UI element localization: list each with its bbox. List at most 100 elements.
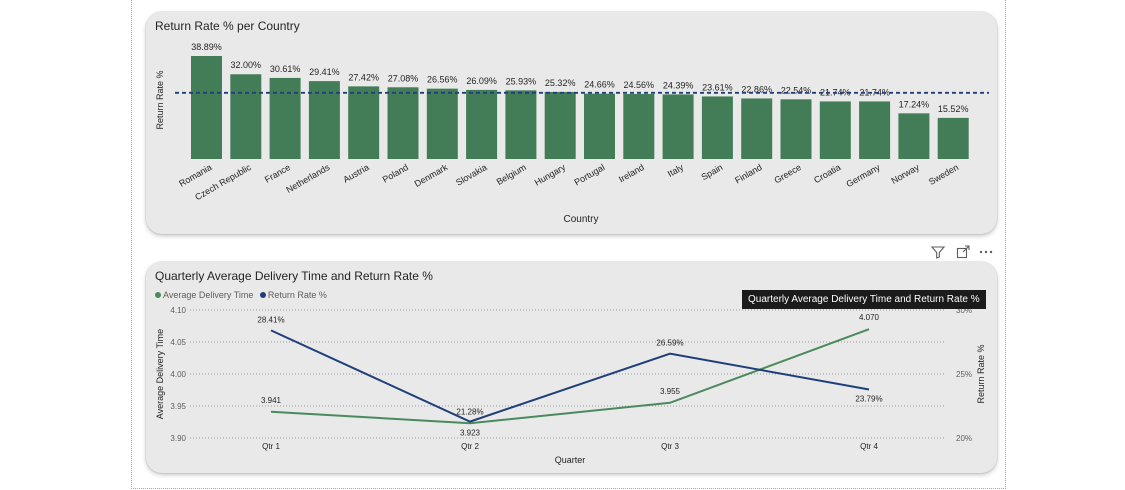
x-tick-label: Qtr 3 bbox=[661, 442, 679, 451]
x-tick-label: Croatia bbox=[812, 162, 842, 185]
series-line-delivery[interactable] bbox=[270, 328, 870, 425]
bar-data-label: 22.54% bbox=[781, 85, 812, 95]
delivery-data-label: 3.955 bbox=[660, 387, 681, 396]
line-chart-legend: Average Delivery Time Return Rate % bbox=[155, 290, 331, 300]
x-tick-label: Germany bbox=[845, 162, 882, 189]
bar-data-label: 38.89% bbox=[191, 42, 222, 52]
bar[interactable] bbox=[230, 74, 262, 159]
x-tick-label: Qtr 4 bbox=[860, 442, 878, 451]
return-data-label: 26.59% bbox=[656, 339, 683, 348]
delivery-data-label: 3.923 bbox=[460, 428, 481, 437]
bar-chart-card[interactable]: Return Rate % per Country 38.89% Romania 3… bbox=[146, 12, 997, 234]
bar-data-label: 21.74% bbox=[859, 87, 890, 97]
bar[interactable] bbox=[544, 91, 576, 159]
bar[interactable] bbox=[387, 87, 419, 159]
bar-data-label: 25.32% bbox=[545, 78, 576, 88]
bar[interactable] bbox=[308, 81, 340, 159]
bar-data-label: 26.09% bbox=[466, 76, 497, 86]
bar-data-label: 24.66% bbox=[584, 80, 615, 90]
bar-data-label: 27.08% bbox=[388, 73, 419, 83]
more-options-icon[interactable] bbox=[978, 244, 994, 260]
bar-data-label: 24.56% bbox=[624, 80, 655, 90]
bar[interactable] bbox=[701, 96, 733, 159]
bar-data-label: 24.39% bbox=[663, 80, 694, 90]
bar[interactable] bbox=[937, 117, 969, 159]
x-tick-label: Portugal bbox=[572, 162, 606, 187]
bar[interactable] bbox=[898, 113, 930, 159]
bar-data-label: 17.24% bbox=[899, 99, 930, 109]
x-tick-label: Qtr 1 bbox=[262, 442, 280, 451]
filter-icon[interactable] bbox=[930, 244, 946, 260]
y-tick-label: 4.10 bbox=[170, 306, 186, 315]
x-tick-label: France bbox=[263, 162, 292, 185]
legend-item-return[interactable]: Return Rate % bbox=[259, 290, 327, 300]
y-tick-label: 4.00 bbox=[170, 370, 186, 379]
bar[interactable] bbox=[859, 101, 891, 159]
x-tick-label: Poland bbox=[381, 162, 410, 185]
bar-data-label: 29.41% bbox=[309, 67, 340, 77]
x-tick-label: Qtr 2 bbox=[461, 442, 479, 451]
bar[interactable] bbox=[584, 93, 615, 159]
bar[interactable] bbox=[269, 77, 301, 159]
bar[interactable] bbox=[348, 86, 380, 159]
return-data-label: 23.79% bbox=[855, 394, 882, 403]
bar[interactable] bbox=[819, 101, 851, 159]
bar-data-label: 26.56% bbox=[427, 75, 458, 85]
bar[interactable] bbox=[505, 90, 537, 159]
bar-data-label: 30.61% bbox=[270, 64, 301, 74]
bar[interactable] bbox=[662, 94, 694, 159]
x-tick-label: Denmark bbox=[413, 162, 450, 189]
legend-item-delivery[interactable]: Average Delivery Time bbox=[155, 290, 253, 300]
x-tick-label: Netherlands bbox=[284, 162, 331, 195]
line-chart-card[interactable]: Quarterly Average Delivery Time and Retu… bbox=[146, 262, 997, 473]
x-axis-title: Country bbox=[563, 214, 598, 225]
legend-label-delivery: Average Delivery Time bbox=[163, 290, 254, 300]
tooltip: Quarterly Average Delivery Time and Retu… bbox=[742, 290, 986, 309]
x-tick-label: Sweden bbox=[927, 162, 960, 187]
line-chart-svg[interactable]: 3.90 3.95 4.00 4.05 4.10 20% 25% 30% Qtr 1 Qtr 2 Q… bbox=[146, 262, 997, 473]
bar[interactable] bbox=[741, 98, 773, 159]
bar-data-label: 32.00% bbox=[231, 60, 262, 70]
bar-data-label: 23.61% bbox=[702, 82, 733, 92]
y-tick-label: 3.90 bbox=[170, 434, 186, 443]
y-axis-title: Average Delivery Time bbox=[155, 329, 165, 419]
y2-tick-label: 25% bbox=[956, 370, 972, 379]
x-tick-label: Spain bbox=[699, 162, 724, 182]
bar-chart-title: Return Rate % per Country bbox=[155, 19, 300, 33]
y2-axis-title: Return Rate % bbox=[976, 344, 986, 403]
x-tick-label: Italy bbox=[666, 162, 686, 179]
return-data-label: 28.41% bbox=[257, 315, 284, 324]
x-tick-label: Belgium bbox=[495, 162, 528, 187]
x-tick-label: Ireland bbox=[617, 162, 646, 184]
legend-dot-delivery bbox=[155, 292, 161, 298]
return-data-label: 21.28% bbox=[456, 408, 483, 417]
bar-data-label: 27.42% bbox=[348, 72, 379, 82]
legend-dot-return bbox=[259, 292, 266, 298]
line-chart-title: Quarterly Average Delivery Time and Retu… bbox=[155, 269, 433, 283]
x-tick-label: Norway bbox=[889, 162, 921, 186]
bar-data-label: 25.93% bbox=[506, 76, 537, 86]
x-tick-label: Greece bbox=[772, 162, 803, 185]
y-tick-label: 3.95 bbox=[170, 402, 186, 411]
bar-data-label: 22.86% bbox=[741, 84, 772, 94]
y2-tick-label: 30% bbox=[956, 306, 972, 315]
y2-tick-label: 20% bbox=[956, 434, 972, 443]
legend-label-return: Return Rate % bbox=[267, 290, 327, 300]
bar-data-label: 15.52% bbox=[938, 104, 969, 114]
x-tick-label: Slovakia bbox=[454, 162, 488, 188]
x-tick-label: Finland bbox=[733, 162, 764, 185]
bar[interactable] bbox=[623, 93, 655, 159]
delivery-data-label: 4.070 bbox=[859, 313, 880, 322]
y-axis-title: Return Rate % bbox=[155, 70, 165, 129]
focus-mode-icon[interactable] bbox=[955, 244, 971, 260]
bar[interactable] bbox=[466, 89, 498, 159]
x-tick-label: Austria bbox=[341, 162, 370, 185]
y-tick-label: 4.05 bbox=[170, 338, 186, 347]
bar[interactable] bbox=[780, 99, 812, 159]
series-line-return[interactable] bbox=[270, 329, 870, 423]
x-axis-title: Quarter bbox=[555, 455, 586, 465]
bar[interactable] bbox=[426, 88, 458, 159]
x-tick-label: Hungary bbox=[533, 162, 568, 188]
bar[interactable] bbox=[191, 56, 222, 159]
